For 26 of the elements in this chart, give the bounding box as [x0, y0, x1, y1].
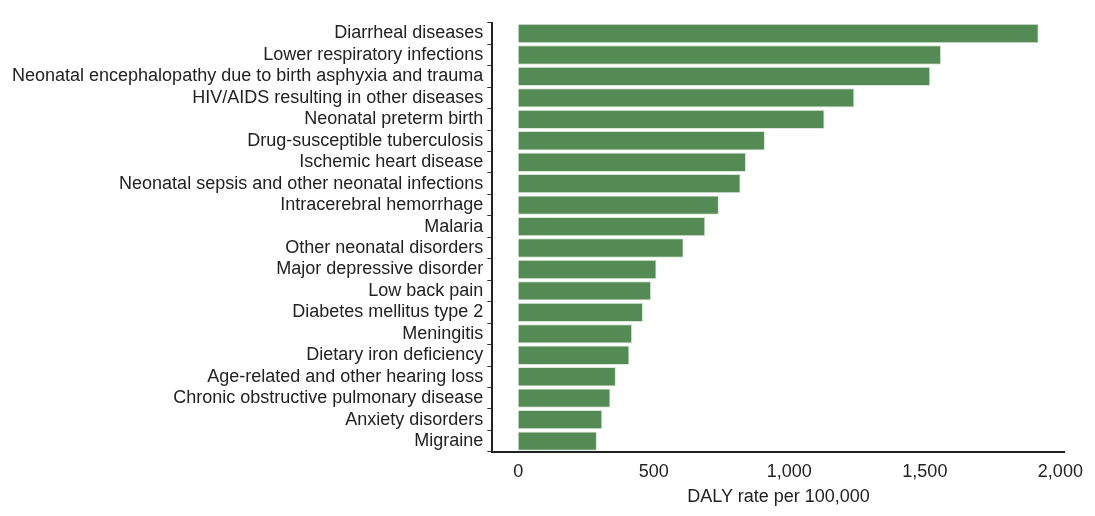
y-tick-label: Neonatal preterm birth — [304, 108, 484, 129]
y-tick-label: Malaria — [424, 215, 485, 236]
y-tick-label: Drug-susceptible tuberculosis — [247, 129, 484, 150]
y-tick-label: Meningitis — [402, 322, 484, 343]
y-tick-label: Age-related and other hearing loss — [207, 365, 484, 386]
y-tick-label: HIV/AIDS resulting in other diseases — [192, 86, 484, 107]
y-tick-label: Other neonatal disorders — [285, 236, 484, 257]
x-tick-label: 1,500 — [902, 460, 948, 481]
y-tick-label: Chronic obstructive pulmonary disease — [173, 387, 484, 408]
y-tick-label: Dietary iron deficiency — [306, 344, 484, 365]
x-tick-label: 500 — [638, 460, 669, 481]
y-tick-label: Neonatal sepsis and other neonatal infections — [119, 172, 484, 193]
y-tick-label: Low back pain — [368, 279, 484, 300]
y-tick-label: Diarrheal diseases — [334, 22, 484, 43]
y-tick-label: Diabetes mellitus type 2 — [292, 301, 484, 322]
y-tick-label: Lower respiratory infections — [263, 43, 484, 64]
x-axis-title: DALY rate per 100,000 — [687, 486, 870, 507]
y-tick-label: Major depressive disorder — [276, 258, 484, 279]
y-tick-label: Neonatal encephalopathy due to birth asphyxia and trauma — [11, 65, 485, 86]
y-tick-label: Migraine — [414, 430, 484, 451]
x-tick-label: 2,000 — [1037, 460, 1083, 481]
y-tick-label: Ischemic heart disease — [299, 151, 484, 172]
y-tick-label: Anxiety disorders — [345, 408, 484, 429]
y-tick-label: Intracerebral hemorrhage — [280, 194, 484, 215]
x-tick-label: 0 — [513, 460, 524, 481]
x-tick-label: 1,000 — [766, 460, 812, 481]
